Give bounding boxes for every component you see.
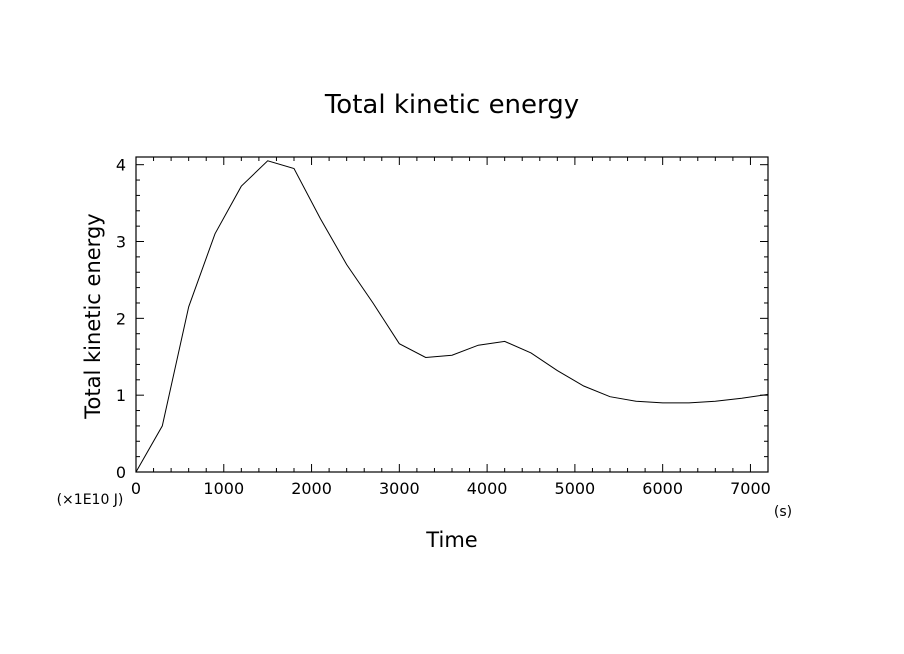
plot-area: 0 1000 2000 3000 4000 5000 6000 7000 0 1 2 3 4: [116, 156, 771, 498]
x-tick-label: 4000: [467, 479, 508, 498]
x-unit-label: (s): [774, 504, 792, 520]
y-tick-label: 1: [116, 386, 126, 405]
y-tick-label: 3: [116, 233, 126, 252]
x-tick-label: 2000: [291, 479, 332, 498]
x-tick-label: 0: [131, 479, 141, 498]
y-tick-label: 2: [116, 309, 126, 328]
x-tick-label: 3000: [379, 479, 420, 498]
x-tick-label: 6000: [642, 479, 683, 498]
x-tick-label: 7000: [730, 479, 771, 498]
y-tick-label: 0: [116, 463, 126, 482]
y-axis-label: Total kinetic energy: [81, 213, 105, 419]
y-tick-label: 4: [116, 156, 126, 175]
x-tick-label: 1000: [203, 479, 244, 498]
y-unit-label: (×1E10 J): [57, 492, 124, 508]
x-axis-label: Time: [425, 528, 477, 552]
series-line: [135, 160, 769, 473]
x-tick-label: 5000: [555, 479, 596, 498]
chart-title: Total kinetic energy: [324, 90, 579, 120]
